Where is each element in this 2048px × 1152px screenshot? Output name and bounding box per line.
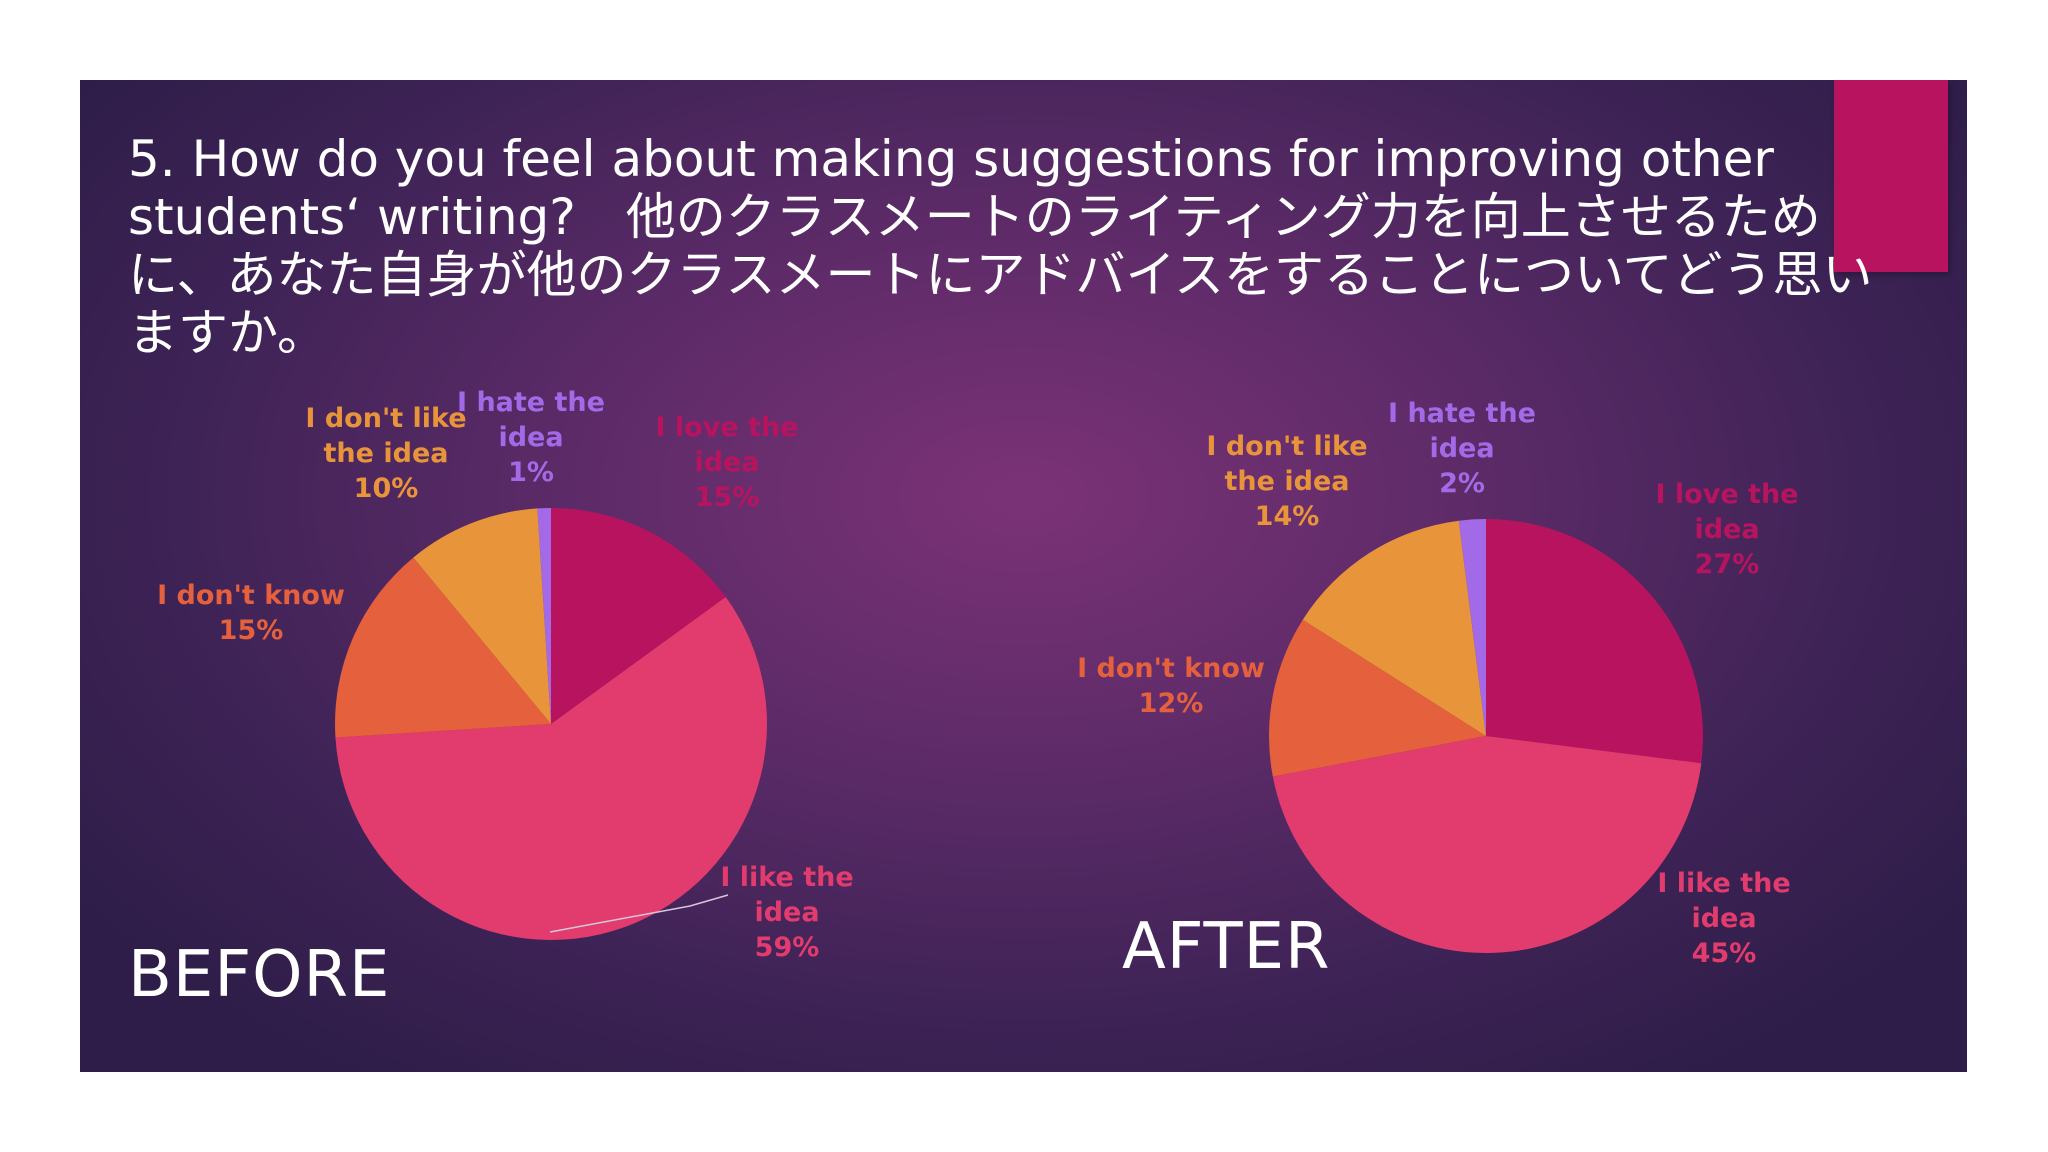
data-label-before-i-like-the-idea: I like the idea 59%: [720, 862, 853, 963]
data-label-before-i-don-t-like-the-idea: I don't like the idea 10%: [305, 403, 466, 504]
data-label-before-i-don-t-know: I don't know 15%: [157, 580, 345, 646]
pie-chart-before: I love the idea 15% I like the idea 59% I don'…: [157, 387, 854, 963]
data-label-after-i-like-the-idea: I like the idea 45%: [1657, 868, 1790, 969]
pie-slice-after-i-don-t-like-the-idea: [1302, 520, 1486, 736]
pie-slice-after-i-hate-the-idea: [1458, 519, 1486, 736]
pie-slice-before-i-like-the-idea: [335, 597, 768, 941]
pie-slice-after-i-love-the-idea: [1486, 519, 1704, 764]
accent-bar: [1834, 80, 1948, 272]
pie-slice-before-i-don-t-like-the-idea: [413, 508, 551, 724]
data-label-before-i-hate-the-idea: I hate the idea 1%: [457, 387, 605, 488]
leader-line-before: [549, 894, 729, 933]
pie-slice-before-i-don-t-know: [334, 557, 551, 738]
data-label-after-i-don-t-know: I don't know 12%: [1077, 653, 1265, 719]
data-label-after-i-love-the-idea: I love the idea 27%: [1655, 479, 1798, 580]
pie-slice-after-i-don-t-know: [1268, 619, 1486, 777]
chart-title-before: BEFORE: [128, 938, 391, 1012]
pie-chart-after: I love the idea 27% I like the idea 45% I don'…: [1077, 398, 1798, 969]
pie-slice-before-i-love-the-idea: [551, 508, 726, 724]
data-label-before-i-love-the-idea: I love the idea 15%: [655, 412, 798, 513]
chart-title-after: AFTER: [1122, 910, 1331, 984]
pie-slice-before-i-hate-the-idea: [537, 508, 551, 724]
pie-slice-after-i-like-the-idea: [1272, 736, 1702, 954]
data-label-after-i-hate-the-idea: I hate the idea 2%: [1388, 398, 1536, 499]
slide-title: 5. How do you feel about making suggesti…: [128, 130, 1873, 362]
data-label-after-i-don-t-like-the-idea: I don't like the idea 14%: [1206, 431, 1367, 532]
